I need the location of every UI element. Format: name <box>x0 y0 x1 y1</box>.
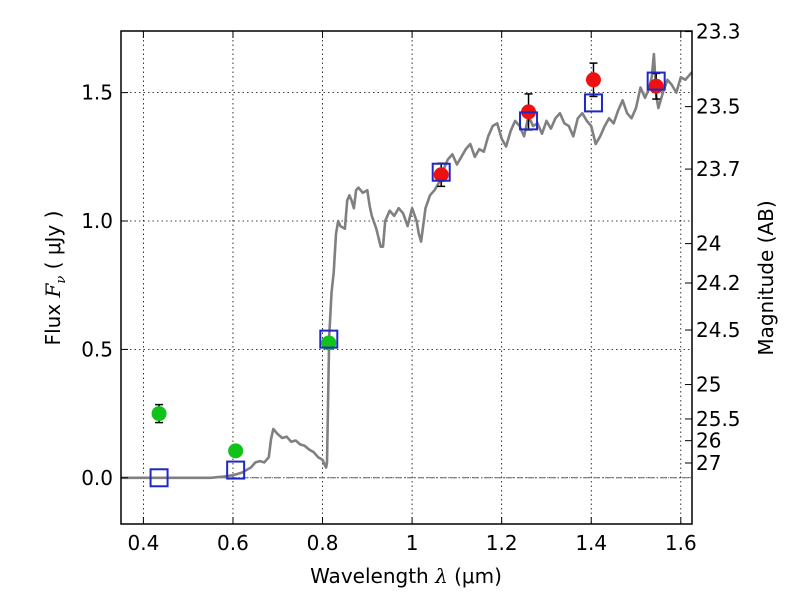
magnitude-tick-label: 27 <box>696 451 721 475</box>
magnitude-tick-label: 24.2 <box>696 271 741 295</box>
magnitude-tick-label: 23.3 <box>696 20 741 44</box>
magnitude-tick-label: 25 <box>696 373 721 397</box>
x-tick-label: 0.4 <box>127 531 159 555</box>
observed-point-green <box>228 443 244 459</box>
magnitude-tick-label: 24.5 <box>696 318 741 342</box>
ticks-group: 0.4 0.6 0.8 1 1.2 1.4 1.6 0.0 0.5 1.0 1.5 23.3 23.5 2… <box>81 20 740 555</box>
grid-lines <box>121 31 692 524</box>
model-photometry-square <box>519 111 539 131</box>
y-tick-label: 1.5 <box>81 81 113 105</box>
observed-point-red <box>585 72 601 88</box>
magnitude-axis-label: Magnitude (AB) <box>754 200 778 355</box>
observed-point-green <box>151 406 167 422</box>
model-photometry-square <box>319 329 339 349</box>
observed-point-red <box>648 78 664 94</box>
model-photometry-square <box>149 468 169 488</box>
sed-model-curve <box>121 52 693 480</box>
y-tick-label: 1.0 <box>81 209 113 233</box>
magnitude-tick-label: 26 <box>696 429 721 453</box>
plot-frame <box>120 30 693 525</box>
points-group <box>149 71 666 488</box>
x-axis-label: Wavelength λ (μm) <box>310 564 502 588</box>
magnitude-tick-label: 23.5 <box>696 95 741 119</box>
x-tick-label: 1.2 <box>486 531 518 555</box>
x-tick-label: 1 <box>406 531 419 555</box>
magnitude-tick-label: 24 <box>696 232 721 256</box>
x-tick-label: 1.6 <box>665 531 697 555</box>
model-photometry-square <box>646 71 666 91</box>
errorbar-group <box>155 62 661 457</box>
sed-model-group <box>121 52 693 480</box>
magnitude-tick-label: 25.5 <box>696 407 741 431</box>
x-tick-label: 0.8 <box>307 531 339 555</box>
model-photometry-square <box>431 162 451 182</box>
y-tick-label: 0.0 <box>81 466 113 490</box>
magnitude-tick-label: 23.7 <box>696 157 741 181</box>
x-tick-label: 0.6 <box>217 531 249 555</box>
observed-point-red <box>433 167 449 183</box>
model-photometry-square <box>226 460 246 480</box>
model-photometry-square <box>583 93 603 113</box>
y-tick-label: 0.5 <box>81 337 113 361</box>
y-axis-label: Flux Fν ( μJy ) <box>41 211 69 346</box>
x-tick-label: 1.4 <box>575 531 607 555</box>
